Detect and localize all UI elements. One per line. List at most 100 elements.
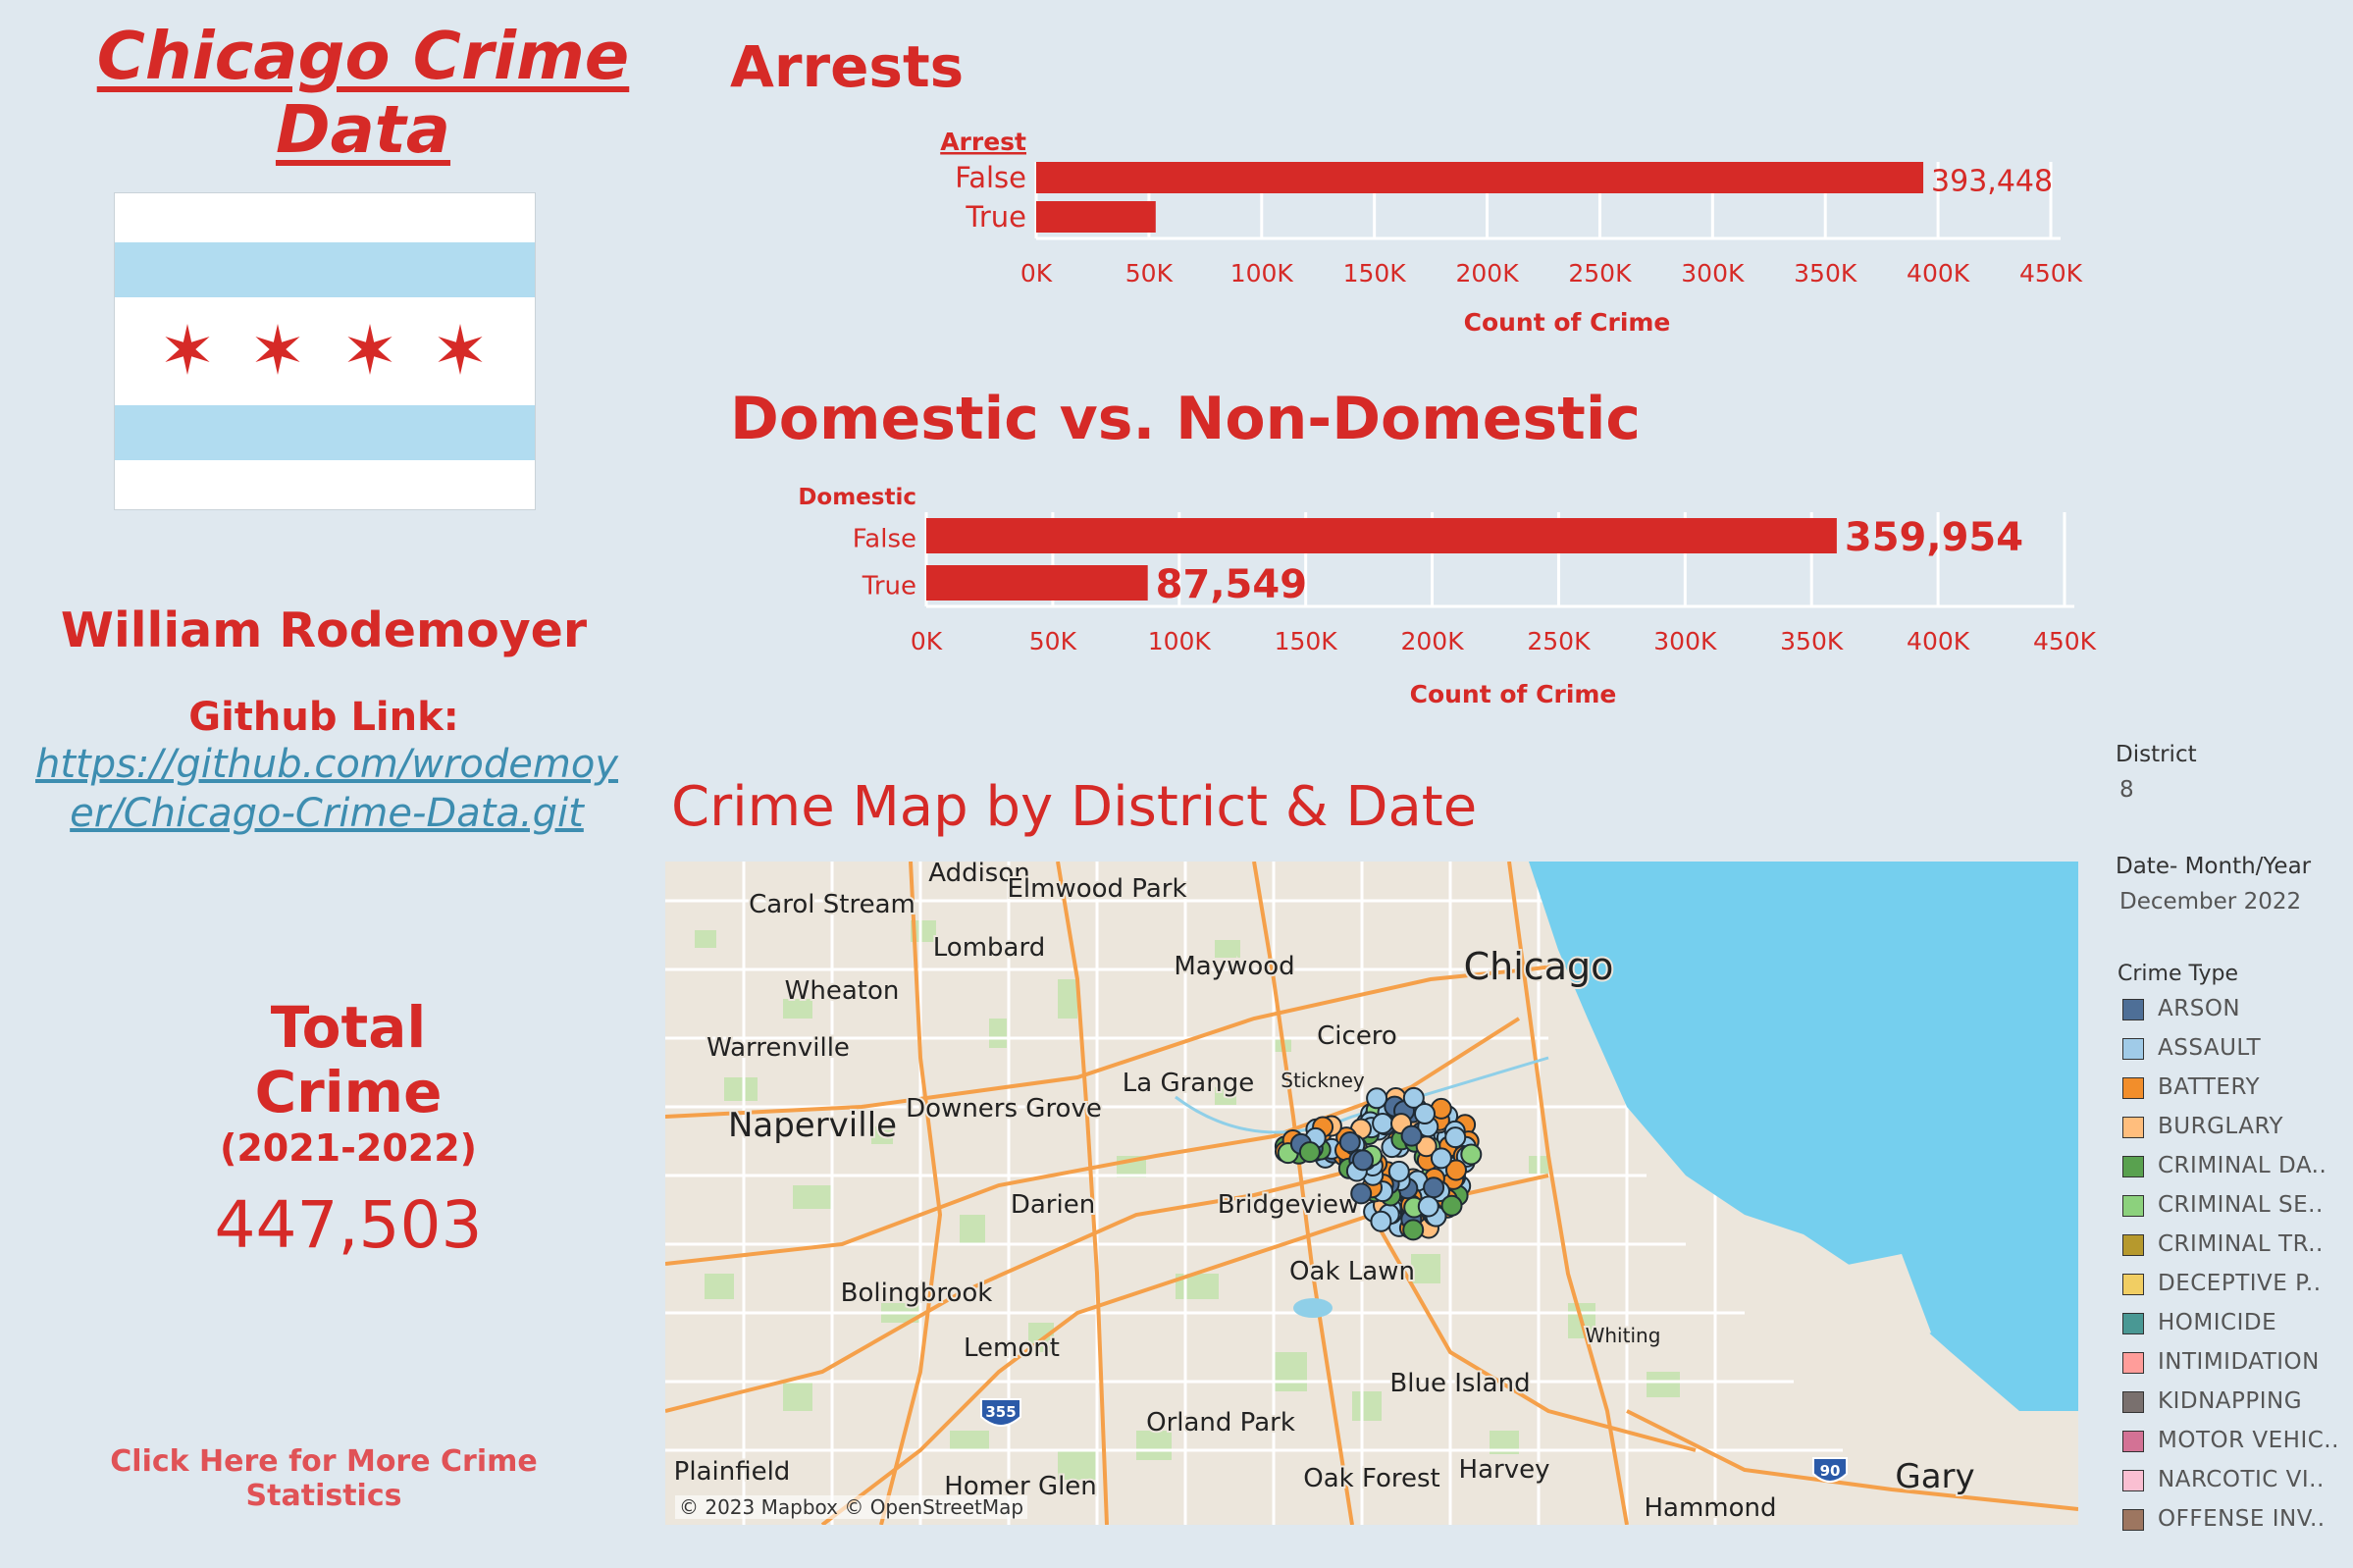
x-tick-label: 0K xyxy=(911,627,943,655)
crime-point[interactable] xyxy=(1423,1176,1445,1199)
bar-false[interactable] xyxy=(1036,162,1924,193)
legend-label: OFFENSE INV.. xyxy=(2158,1506,2326,1532)
map-attribution[interactable]: © 2023 Mapbox © OpenStreetMap xyxy=(675,1495,1028,1519)
crime-point[interactable] xyxy=(1372,1113,1394,1134)
legend-swatch xyxy=(2122,1391,2144,1413)
more-statistics-link[interactable]: Click Here for More Crime Statistics xyxy=(110,1444,538,1513)
chicago-flag-image xyxy=(114,192,536,510)
crime-point[interactable] xyxy=(1445,1159,1467,1181)
legend-label: NARCOTIC VI.. xyxy=(2158,1467,2325,1492)
total-title-line2: Crime xyxy=(254,1059,443,1125)
x-tick-label: 250K xyxy=(1527,627,1591,655)
legend-label: HOMICIDE xyxy=(2158,1310,2277,1335)
map-place-label: Hammond xyxy=(1644,1493,1776,1523)
map-canvas[interactable]: Addison Carol Stream Elmwood Park Lombard Ma… xyxy=(665,862,2078,1525)
legend-swatch xyxy=(2122,1038,2144,1060)
arrests-chart-title: Arrests xyxy=(730,33,965,100)
map-place-label: Oak Lawn xyxy=(1289,1257,1415,1286)
flag-star-icon xyxy=(438,324,483,375)
map-place-label: Carol Stream xyxy=(749,890,915,919)
crime-point[interactable] xyxy=(1444,1126,1467,1149)
flag-stripe-bottom xyxy=(115,405,535,460)
x-tick-label: 200K xyxy=(1400,627,1464,655)
crime-point[interactable] xyxy=(1460,1143,1483,1166)
x-tick-label: 450K xyxy=(2033,627,2097,655)
bar-true[interactable] xyxy=(1036,201,1156,233)
legend-swatch xyxy=(2122,1352,2144,1374)
category-label: True xyxy=(862,572,916,601)
x-tick-label: 400K xyxy=(1907,627,1970,655)
map-place-label: Warrenville xyxy=(706,1033,850,1063)
legend-label: BURGLARY xyxy=(2158,1114,2284,1139)
legend-label: BATTERY xyxy=(2158,1074,2261,1100)
crime-point[interactable] xyxy=(1350,1182,1373,1205)
map-water xyxy=(1293,1298,1333,1318)
map-river xyxy=(1175,1056,1549,1134)
map-indiana-shore xyxy=(1804,1254,1931,1372)
map-place-label: Cicero xyxy=(1317,1021,1397,1051)
x-tick-label: 450K xyxy=(2019,259,2083,287)
legend-swatch xyxy=(2122,1117,2144,1138)
crime-point[interactable] xyxy=(1352,1149,1374,1172)
x-tick-label: 250K xyxy=(1568,259,1632,287)
map-place-label: Wheaton xyxy=(785,976,900,1006)
legend-label: MOTOR VEHIC.. xyxy=(2158,1428,2339,1453)
map-place-label: Oak Forest xyxy=(1303,1464,1440,1493)
date-filter-value[interactable]: December 2022 xyxy=(2119,889,2302,915)
author-name: William Rodemoyer xyxy=(60,602,588,658)
crime-point[interactable] xyxy=(1400,1124,1423,1147)
crime-point[interactable] xyxy=(1366,1087,1388,1110)
x-tick-label: 300K xyxy=(1653,627,1717,655)
legend-label: CRIMINAL SE.. xyxy=(2158,1192,2324,1218)
district-filter-label: District xyxy=(2116,742,2197,767)
crime-map[interactable]: Addison Carol Stream Elmwood Park Lombard Ma… xyxy=(665,862,2078,1525)
crime-point[interactable] xyxy=(1402,1219,1425,1241)
crime-point[interactable] xyxy=(1417,1195,1439,1218)
legend-label: INTIMIDATION xyxy=(2158,1349,2320,1375)
x-tick-label: 300K xyxy=(1681,259,1745,287)
crime-point[interactable] xyxy=(1338,1131,1361,1153)
github-label: Github Link: xyxy=(188,695,459,740)
map-place-label: Downers Grove xyxy=(906,1094,1102,1124)
crime-point[interactable] xyxy=(1414,1103,1436,1124)
x-tick-label: 400K xyxy=(1907,259,1970,287)
legend-swatch xyxy=(2122,1195,2144,1217)
svg-text:355: 355 xyxy=(985,1403,1016,1421)
arrests-bar-chart: 0K 50K 100K 150K 200K 250K 300K 350K 400K 450K Arr… xyxy=(940,128,2083,337)
x-tick-label: 0K xyxy=(1020,259,1053,287)
legend-label: ASSAULT xyxy=(2158,1035,2262,1061)
category-label: True xyxy=(965,200,1026,234)
bar-true[interactable] xyxy=(926,565,1148,601)
lake-michigan xyxy=(1529,862,2078,1411)
map-place-label: Plainfield xyxy=(674,1457,791,1487)
crime-point[interactable] xyxy=(1402,1086,1425,1109)
bar-false[interactable] xyxy=(926,518,1837,553)
map-place-label: Elmwood Park xyxy=(1007,874,1186,904)
category-label: False xyxy=(955,161,1026,194)
github-link[interactable]: https://github.com/wrodemoyer/Chicago-Cr… xyxy=(34,742,619,836)
map-place-label: Darien xyxy=(1011,1190,1095,1220)
legend-swatch xyxy=(2122,1313,2144,1334)
map-place-label: Blue Island xyxy=(1389,1369,1530,1398)
crime-point[interactable] xyxy=(1430,1147,1452,1170)
x-tick-label: 100K xyxy=(1230,259,1294,287)
crime-point[interactable] xyxy=(1440,1194,1463,1217)
bar-value-label: 87,549 xyxy=(1156,562,1307,607)
map-place-label: Chicago xyxy=(1464,945,1614,988)
x-tick-label: 350K xyxy=(1780,627,1844,655)
x-tick-label: 150K xyxy=(1275,627,1338,655)
crime-point[interactable] xyxy=(1370,1210,1392,1232)
map-place-label: Orland Park xyxy=(1146,1408,1295,1437)
crime-point[interactable] xyxy=(1387,1160,1410,1182)
x-tick-label: 200K xyxy=(1455,259,1519,287)
crime-points[interactable] xyxy=(1274,1086,1483,1241)
interstate-90-shield: 90 xyxy=(1812,1457,1848,1483)
map-place-label: La Grange xyxy=(1123,1069,1254,1098)
map-place-label: Bridgeview xyxy=(1218,1190,1360,1220)
district-filter-value[interactable]: 8 xyxy=(2119,777,2134,803)
x-tick-label: 100K xyxy=(1148,627,1212,655)
legend-swatch xyxy=(2122,1234,2144,1256)
crime-point[interactable] xyxy=(1298,1141,1321,1164)
total-crime-title: Total Crime xyxy=(147,995,549,1124)
legend-swatch xyxy=(2122,1077,2144,1099)
